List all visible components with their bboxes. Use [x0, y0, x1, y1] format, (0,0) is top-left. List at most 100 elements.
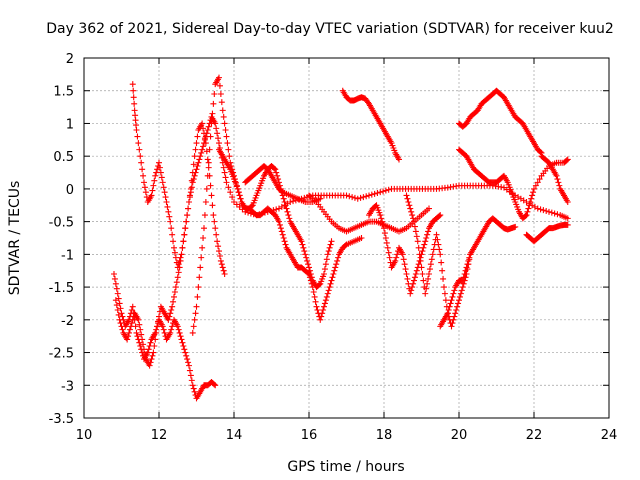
data-point [150, 349, 157, 356]
data-point [148, 192, 155, 199]
data-point [534, 179, 541, 186]
data-point [175, 269, 182, 276]
data-point [444, 310, 451, 317]
data-point [201, 225, 207, 232]
data-point [285, 212, 292, 219]
data-point [328, 277, 335, 284]
x-tick-labels: 10 12 14 16 18 20 22 24 [76, 428, 618, 443]
data-point [192, 146, 199, 153]
data-point [410, 215, 417, 222]
data-point [160, 326, 167, 333]
data-point [225, 184, 232, 191]
data-point [411, 277, 417, 284]
data-point [435, 241, 442, 248]
data-point [226, 153, 233, 160]
data-point [138, 331, 145, 338]
data-point [526, 202, 533, 209]
data-point [161, 329, 168, 336]
data-point [169, 323, 176, 330]
data-point [281, 238, 288, 245]
x-tick-label: 10 [76, 428, 93, 443]
data-point [327, 280, 334, 287]
data-point [430, 246, 437, 253]
data-point [175, 326, 182, 333]
data-point [211, 381, 218, 388]
data-point [195, 284, 202, 291]
data-point [177, 257, 184, 264]
data-point [329, 274, 336, 281]
data-point [408, 208, 415, 215]
data-point [531, 185, 537, 192]
data-point [170, 298, 177, 305]
data-point [405, 199, 412, 205]
data-point [306, 264, 312, 271]
data-point [194, 133, 201, 140]
data-point [529, 192, 536, 199]
data-point [412, 228, 419, 235]
data-point [512, 223, 519, 230]
data-point [311, 293, 318, 300]
data-point [360, 194, 367, 201]
data-point [451, 313, 458, 320]
data-point [187, 372, 194, 379]
data-point [425, 275, 432, 282]
data-point [532, 182, 539, 189]
data-point [183, 352, 190, 359]
data-point [283, 205, 290, 212]
data-point [434, 236, 441, 243]
data-point [169, 231, 176, 238]
data-point [208, 120, 215, 127]
data-point [131, 100, 138, 107]
data-point [456, 293, 463, 300]
data-point [425, 228, 432, 235]
data-point [220, 113, 227, 120]
data-point [188, 377, 195, 384]
data-point [218, 261, 225, 268]
data-point [377, 189, 384, 196]
data-point [119, 313, 126, 320]
data-point [366, 192, 372, 199]
data-point [134, 133, 141, 140]
data-point [320, 307, 327, 313]
data-point [450, 316, 457, 323]
data-point [125, 333, 132, 340]
data-point [215, 135, 222, 142]
data-point [204, 156, 211, 163]
y-tick-label: 1.5 [53, 85, 74, 100]
data-point [392, 257, 399, 264]
data-point [321, 271, 327, 277]
data-point [171, 293, 177, 300]
data-point [114, 290, 121, 297]
data-point [528, 195, 535, 202]
data-point [546, 208, 552, 215]
data-point [171, 289, 178, 295]
data-point [278, 228, 285, 235]
data-point [129, 81, 136, 88]
data-point [225, 146, 232, 153]
data-point [316, 281, 323, 288]
data-point [418, 264, 425, 271]
data-point [524, 208, 531, 215]
data-point [380, 188, 387, 195]
data-point [276, 218, 282, 225]
data-point [236, 192, 243, 199]
data-point [551, 210, 558, 217]
x-tick-label: 12 [151, 428, 168, 443]
data-point [383, 239, 390, 246]
data-point [234, 185, 241, 192]
data-point [214, 130, 221, 137]
data-point [180, 238, 187, 245]
data-point [168, 307, 175, 313]
data-point [564, 221, 571, 228]
data-point [450, 290, 457, 297]
data-point [186, 192, 193, 199]
data-point [462, 267, 469, 274]
data-point [201, 212, 208, 219]
series-s15 [242, 163, 324, 205]
data-point [449, 320, 456, 327]
data-point [343, 192, 350, 199]
data-point [147, 339, 154, 346]
data-point [273, 169, 280, 176]
data-point [413, 267, 420, 274]
data-point [235, 189, 242, 196]
